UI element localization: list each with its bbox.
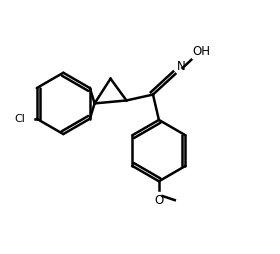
Text: Cl: Cl [14, 114, 25, 124]
Text: O: O [154, 194, 164, 207]
Text: OH: OH [193, 45, 211, 58]
Text: N: N [177, 60, 186, 73]
